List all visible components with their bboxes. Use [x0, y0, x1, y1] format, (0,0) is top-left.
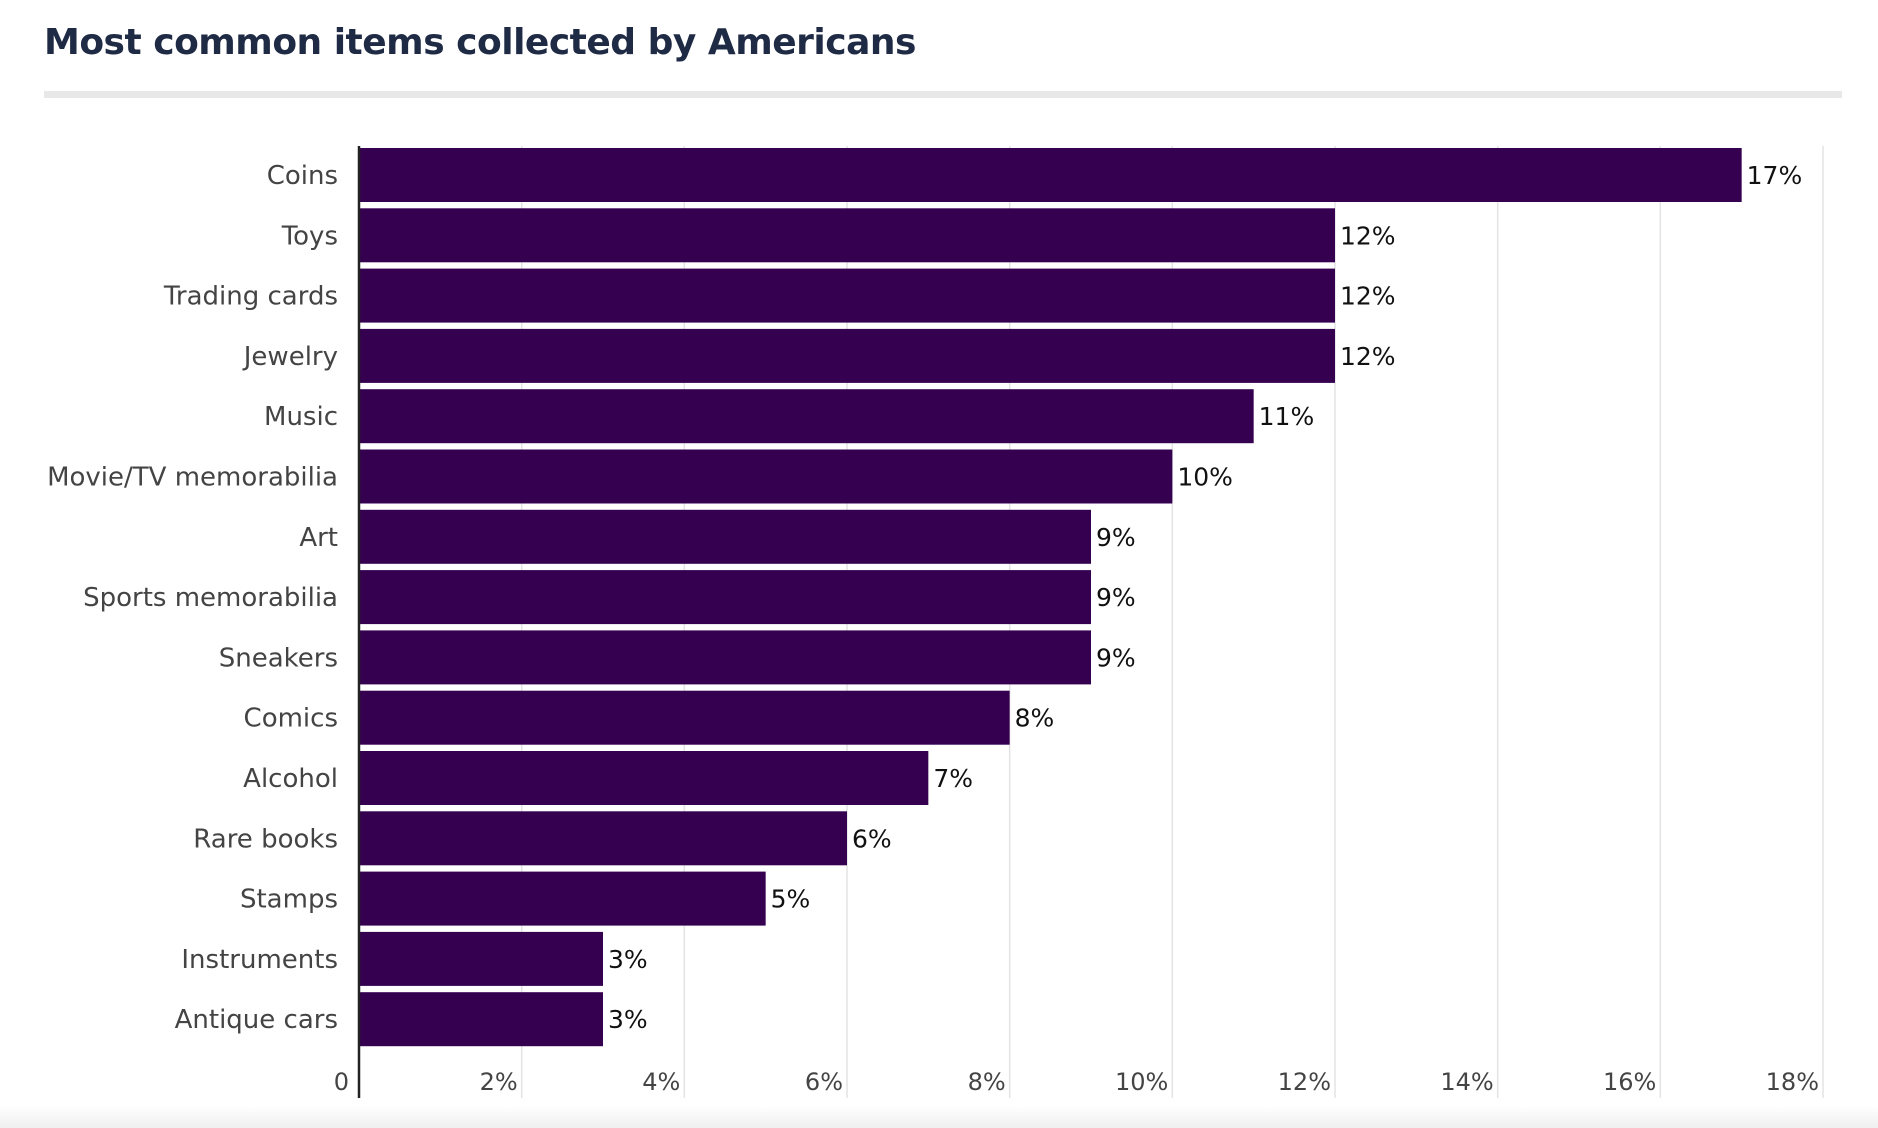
x-tick-label: 10%: [1115, 1068, 1168, 1096]
category-label: Art: [299, 523, 338, 553]
value-label: 3%: [608, 945, 648, 974]
value-label: 9%: [1096, 583, 1136, 612]
value-label: 10%: [1177, 463, 1233, 492]
category-label: Music: [264, 402, 338, 432]
bar: [359, 811, 847, 866]
bar: [359, 931, 603, 986]
x-tick-label: 16%: [1603, 1068, 1656, 1096]
bar: [359, 328, 1335, 383]
category-label: Sneakers: [219, 643, 338, 673]
bar: [359, 992, 603, 1047]
x-tick-label: 2%: [480, 1068, 518, 1096]
value-label: 5%: [771, 885, 811, 914]
x-tick-label: 14%: [1440, 1068, 1493, 1096]
value-label: 12%: [1340, 342, 1396, 371]
category-label: Rare books: [193, 824, 338, 854]
category-label: Instruments: [181, 945, 338, 975]
category-label: Jewelry: [242, 342, 338, 372]
bottom-fade: [0, 1106, 1878, 1128]
x-tick-label: 6%: [805, 1068, 843, 1096]
category-label: Antique cars: [175, 1005, 338, 1035]
value-label: 11%: [1259, 402, 1315, 431]
value-label: 6%: [852, 824, 892, 853]
bar: [359, 690, 1010, 745]
bar: [359, 389, 1254, 444]
x-tick-label: 0: [334, 1068, 349, 1096]
category-label: Comics: [244, 704, 338, 734]
category-label: Movie/TV memorabilia: [47, 463, 338, 493]
x-tick-label: 8%: [968, 1068, 1006, 1096]
category-label: Stamps: [240, 885, 338, 915]
category-label: Trading cards: [163, 282, 338, 312]
chart-title: Most common items collected by Americans: [44, 22, 916, 63]
x-tick-label: 18%: [1766, 1068, 1819, 1096]
x-tick-label: 12%: [1278, 1068, 1331, 1096]
bar: [359, 268, 1335, 323]
title-divider: [44, 91, 1842, 98]
category-label: Sports memorabilia: [83, 583, 338, 613]
value-label: 3%: [608, 1005, 648, 1034]
bar: [359, 630, 1091, 685]
category-label: Coins: [267, 161, 338, 191]
bar: [359, 570, 1091, 625]
value-label: 12%: [1340, 282, 1396, 311]
category-label: Toys: [281, 221, 338, 251]
value-label: 12%: [1340, 221, 1396, 250]
bar: [359, 509, 1091, 564]
bar: [359, 208, 1335, 263]
bar: [359, 751, 929, 805]
value-label: 9%: [1096, 523, 1136, 552]
bar: [359, 449, 1173, 504]
bar: [359, 871, 766, 926]
value-label: 17%: [1747, 161, 1803, 190]
value-label: 8%: [1015, 704, 1055, 733]
x-tick-label: 4%: [642, 1068, 680, 1096]
value-label: 9%: [1096, 643, 1136, 672]
value-label: 7%: [933, 764, 973, 793]
bar: [359, 148, 1742, 202]
category-label: Alcohol: [243, 764, 338, 794]
